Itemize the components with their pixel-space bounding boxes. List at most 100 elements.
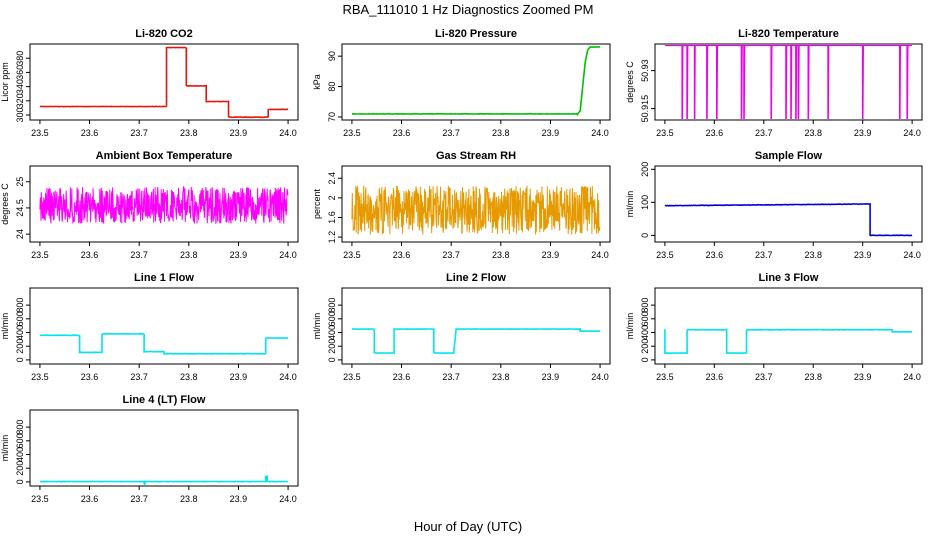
plot-frame [29, 287, 299, 365]
y-axis-label: ml/min [312, 313, 322, 340]
x-tick-label: 23.5 [31, 372, 49, 382]
x-tick-label: 23.5 [656, 250, 674, 260]
x-tick-label: 24.0 [279, 250, 297, 260]
x-tick-label: 23.5 [343, 128, 361, 138]
x-tick-label: 23.7 [755, 250, 773, 260]
series-line-line3 [664, 328, 913, 355]
x-tick-label: 23.8 [804, 250, 822, 260]
panel-title: Li-820 CO2 [135, 28, 192, 40]
series-line-temperature [664, 45, 913, 119]
y-tick-label: 90 [327, 51, 337, 61]
x-tick-label: 23.8 [180, 128, 198, 138]
y-tick-label: 300 [15, 108, 25, 123]
y-tick-label: 24.5 [15, 199, 25, 217]
y-tick-label: 50.915 [640, 95, 650, 123]
y-axis-label: ml/min [0, 435, 10, 462]
plot-frame [341, 43, 611, 121]
x-tick-label: 24.0 [903, 128, 921, 138]
y-axis-label: degrees C [0, 183, 10, 225]
panel-2: Li-820 Pressure 23.5 23.6 23.7 23.8 23.9 24.0 7… [312, 28, 611, 138]
x-tick-label: 23.9 [854, 250, 872, 260]
x-tick-label: 23.7 [130, 372, 148, 382]
y-tick-label: 360 [15, 65, 25, 80]
panel-title: Line 3 Flow [759, 272, 819, 284]
y-tick-label: 1.2 [327, 231, 337, 244]
panel-title: Line 1 Flow [134, 272, 194, 284]
x-tick-label: 23.7 [442, 372, 460, 382]
y-tick-label: 0 [15, 479, 25, 484]
plot-frame [29, 43, 299, 121]
y-tick-label: 600 [15, 311, 25, 326]
y-axis-label: percent [312, 188, 322, 219]
series-line-pressure [351, 46, 601, 117]
y-tick-label: 2 [327, 195, 337, 200]
series-line-rh [351, 185, 601, 235]
y-axis-label: Licor ppm [0, 62, 10, 102]
y-tick-label: 200 [327, 339, 337, 354]
x-tick-label: 23.7 [442, 250, 460, 260]
y-tick-label: 400 [640, 325, 650, 340]
y-axis-label: ml/min [0, 313, 10, 340]
x-tick-label: 23.6 [706, 250, 724, 260]
x-tick-label: 23.8 [180, 372, 198, 382]
y-tick-label: 25 [15, 177, 25, 187]
plot-frame [29, 165, 299, 243]
series-line-line1 [39, 332, 289, 355]
y-axis-label: ml/min [625, 313, 635, 340]
y-tick-label: 200 [640, 339, 650, 354]
panel-7: Line 1 Flow 23.5 23.6 23.7 23.8 23.9 24.0 0 2004… [0, 272, 299, 382]
x-tick-label: 23.7 [755, 128, 773, 138]
panel-title: Li-820 Temperature [738, 28, 839, 40]
x-tick-label: 23.8 [180, 250, 198, 260]
x-tick-label: 23.7 [130, 250, 148, 260]
y-tick-label: 600 [640, 311, 650, 326]
series-line-line2 [351, 327, 601, 355]
x-tick-label: 23.6 [393, 250, 411, 260]
y-tick-label: 320 [15, 93, 25, 108]
y-axis-label: degrees C [625, 61, 635, 103]
y-tick-label: 0 [640, 233, 650, 238]
x-tick-label: 23.9 [542, 128, 560, 138]
panel-title: Line 4 (LT) Flow [123, 394, 206, 406]
x-tick-label: 23.9 [854, 372, 872, 382]
figure-title: RBA_111010 1 Hz Diagnostics Zoomed PM [343, 2, 594, 17]
x-tick-label: 23.8 [492, 372, 510, 382]
y-tick-label: 80 [327, 82, 337, 92]
x-tick-label: 24.0 [279, 128, 297, 138]
panel-6: Sample Flow 23.5 23.6 23.7 23.8 23.9 24.0 0 100 2… [625, 150, 923, 260]
x-tick-label: 23.8 [492, 250, 510, 260]
y-axis-label: kPa [312, 74, 322, 90]
plot-frame [341, 165, 611, 243]
panels: Li-820 CO2 23.5 23.6 23.7 23.8 23.9 24.0 300320… [0, 28, 923, 504]
y-tick-label: 380 [15, 51, 25, 66]
x-tick-label: 23.9 [542, 372, 560, 382]
panel-title: Sample Flow [755, 150, 823, 162]
y-tick-label: 600 [15, 433, 25, 448]
x-tick-label: 23.7 [442, 128, 460, 138]
x-tick-label: 24.0 [591, 372, 609, 382]
x-tick-label: 23.9 [854, 128, 872, 138]
y-tick-label: 200 [640, 162, 650, 177]
figure-xlabel: Hour of Day (UTC) [414, 519, 522, 534]
panel-9: Line 3 Flow 23.5 23.6 23.7 23.8 23.9 24.0 0 2004… [625, 272, 923, 382]
x-tick-label: 23.9 [542, 250, 560, 260]
x-tick-label: 23.5 [31, 250, 49, 260]
x-tick-label: 23.8 [804, 372, 822, 382]
panel-title: Gas Stream RH [436, 150, 516, 162]
y-tick-label: 200 [15, 461, 25, 476]
x-tick-label: 24.0 [903, 250, 921, 260]
panel-4: Ambient Box Temperature 23.5 23.6 23.7 23.8 2… [0, 150, 299, 260]
y-tick-label: 50.93 [640, 59, 650, 82]
x-tick-label: 24.0 [591, 128, 609, 138]
y-tick-label: 600 [327, 311, 337, 326]
panel-title: Li-820 Pressure [435, 28, 517, 40]
x-tick-label: 23.5 [31, 128, 49, 138]
panel-3: Li-820 Temperature 23.5 23.6 23.7 23.8 23.9 24… [625, 28, 923, 138]
x-tick-label: 23.5 [656, 128, 674, 138]
y-tick-label: 200 [15, 339, 25, 354]
x-tick-label: 23.7 [130, 494, 148, 504]
y-axis-label: ml/min [625, 191, 635, 218]
x-tick-label: 23.9 [230, 128, 248, 138]
x-tick-label: 24.0 [279, 372, 297, 382]
y-tick-label: 0 [327, 357, 337, 362]
